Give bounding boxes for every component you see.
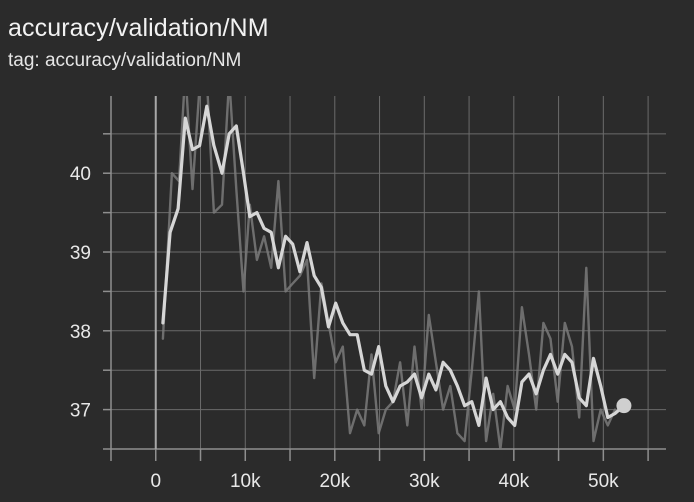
x-tick-label: 40k — [499, 471, 530, 492]
x-tick-label: 30k — [409, 471, 440, 492]
y-tick-label: 39 — [70, 243, 91, 264]
x-tick-label: 10k — [230, 471, 261, 492]
tick-labels: 37 38 39 40 0 10k 20k 30k 40k 50k — [70, 164, 619, 492]
x-tick-label: 20k — [319, 471, 350, 492]
chart-tag: tag: accuracy/validation/NM — [8, 50, 242, 71]
chart-title: accuracy/validation/NM — [8, 14, 269, 42]
smoothed-series-line[interactable] — [161, 104, 626, 427]
marker-group — [616, 398, 632, 414]
y-tick-label: 37 — [70, 401, 91, 422]
last-point-marker[interactable] — [616, 398, 632, 414]
axes — [103, 96, 666, 461]
x-tick-label: 0 — [150, 471, 161, 492]
x-tick-label: 50k — [588, 471, 619, 492]
series-group — [161, 71, 626, 449]
y-tick-label: 38 — [70, 322, 91, 343]
raw-series-line[interactable] — [161, 71, 617, 449]
y-tick-label: 40 — [70, 164, 91, 185]
